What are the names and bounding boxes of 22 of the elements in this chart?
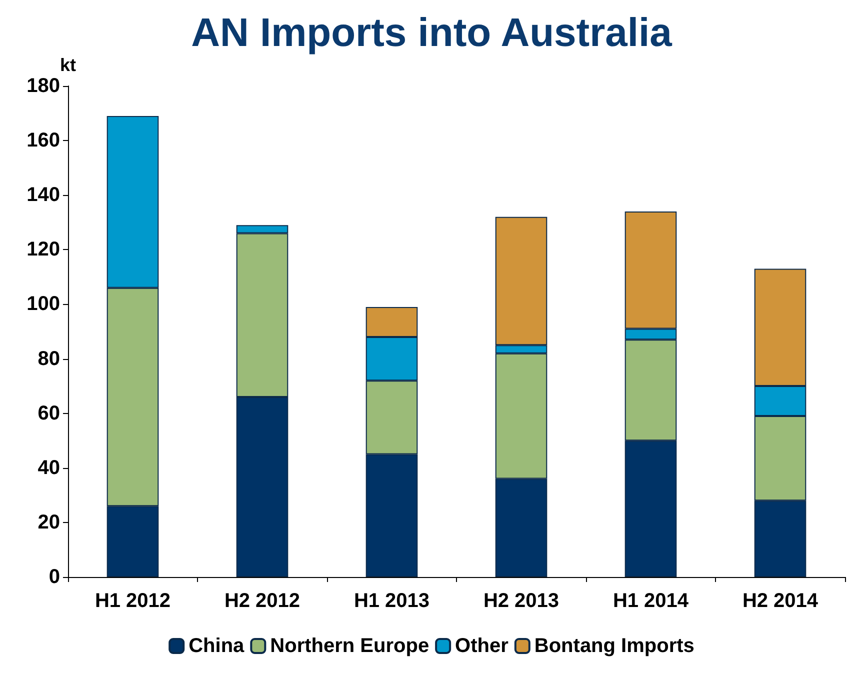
chart-title: AN Imports into Australia [191, 11, 673, 55]
x-tick-label: H1 2013 [354, 590, 430, 612]
y-tick-label: 40 [38, 456, 60, 479]
y-tick-label: 20 [38, 511, 60, 534]
x-tick-label: H2 2014 [742, 590, 819, 612]
legend-label: Other [455, 635, 509, 657]
y-tick-label: 80 [38, 348, 60, 370]
y-tick-label: 60 [38, 402, 60, 424]
y-tick-label: 160 [26, 130, 60, 152]
x-tick-label: H2 2012 [224, 590, 300, 612]
y-tick-label: 180 [26, 75, 60, 97]
y-tick-label: 120 [26, 238, 60, 261]
y-tick-label: 0 [48, 566, 60, 588]
legend-label: Bontang Imports [534, 635, 694, 657]
x-tick-label: H1 2014 [612, 590, 690, 612]
x-tick-label: H2 2013 [483, 590, 560, 612]
y-tick-label: 140 [26, 184, 60, 206]
y-axis-title: kt [60, 55, 76, 75]
legend-label: Northern Europe [270, 635, 430, 657]
y-tick-label: 100 [26, 293, 60, 316]
legend-label: China [188, 635, 246, 657]
x-tick-label: H1 2012 [94, 590, 171, 612]
